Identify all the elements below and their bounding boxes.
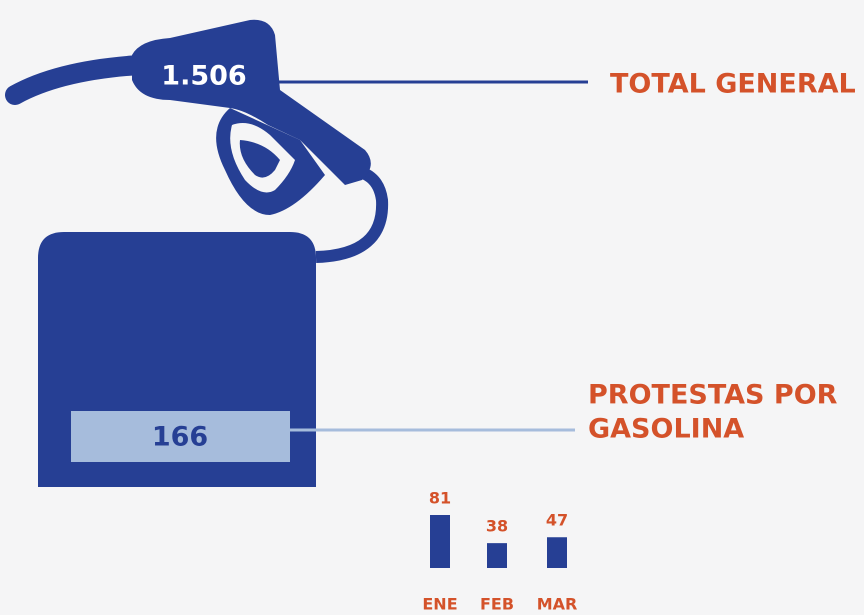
gasoline-label: PROTESTAS POR (588, 380, 838, 411)
total-label: TOTAL GENERAL (610, 69, 856, 100)
x-tick-label: MAR (537, 595, 578, 614)
gasoline-label: GASOLINA (588, 414, 744, 445)
nozzle (132, 19, 371, 185)
trigger (239, 140, 280, 178)
value-label: 47 (546, 511, 568, 530)
bar (487, 543, 507, 568)
value-label: 38 (486, 517, 508, 536)
x-tick-label: FEB (480, 595, 514, 614)
value-label: 81 (429, 489, 451, 508)
hose (5, 55, 150, 105)
bar (547, 537, 567, 568)
gasoline-box (71, 411, 290, 462)
x-tick-label: ENE (422, 595, 457, 614)
gasoline-value: 166 (152, 422, 208, 453)
bar (430, 515, 450, 568)
total-value: 1.506 (161, 61, 246, 92)
